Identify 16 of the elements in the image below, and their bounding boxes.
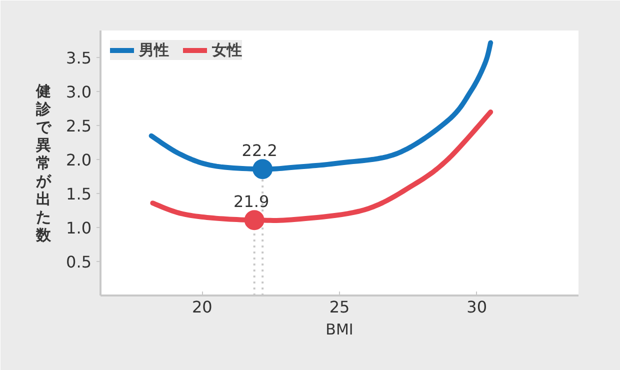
- annotation: 22.2: [242, 141, 278, 160]
- annotation: 21.9: [234, 192, 270, 212]
- x-tick-label: 30: [466, 298, 488, 316]
- y-tick-label: 3.5: [66, 48, 92, 68]
- legend-label: 女性: [212, 40, 242, 60]
- x-tick-label: 25: [329, 298, 350, 316]
- x-tick-label: 20: [192, 298, 212, 316]
- y-tick-label: 3.0: [66, 82, 92, 102]
- text: 健診で異常が出た数: [36, 82, 52, 244]
- y-tick-label: 2.0: [66, 150, 92, 170]
- y-tick-label: 2.5: [66, 116, 92, 136]
- legend-label: 男性: [139, 40, 169, 60]
- y-tick-label: 1.5: [66, 184, 92, 204]
- x-axis-title: BMI: [326, 320, 354, 338]
- y-tick-label: 0.5: [66, 252, 92, 272]
- y-tick-label: 1.0: [66, 218, 92, 238]
